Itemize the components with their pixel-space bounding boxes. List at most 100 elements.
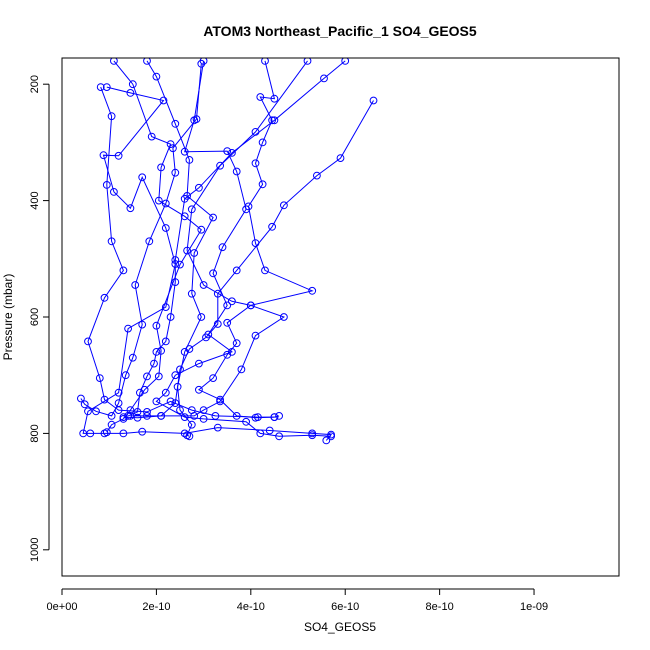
data-point	[322, 436, 331, 445]
data-point	[197, 225, 206, 234]
data-point	[185, 345, 194, 353]
data-point	[171, 278, 180, 287]
series-1-line	[82, 86, 333, 441]
data-point	[80, 400, 89, 409]
series-3	[102, 58, 206, 437]
data-point	[209, 213, 218, 222]
data-point	[308, 431, 317, 440]
y-tick-label: 800	[29, 424, 41, 442]
series-4	[143, 58, 218, 441]
data-point	[223, 147, 232, 156]
data-point	[261, 58, 269, 65]
data-point	[270, 116, 279, 125]
data-point	[213, 423, 222, 432]
data-point	[199, 406, 208, 415]
data-point	[280, 313, 288, 321]
data-point	[161, 337, 170, 346]
data-point	[216, 161, 225, 170]
data-point	[232, 339, 241, 348]
data-point	[228, 149, 236, 157]
data-point	[327, 432, 336, 441]
data-point	[251, 331, 260, 340]
data-point	[180, 413, 189, 422]
series-9-line	[130, 60, 308, 417]
data-point	[320, 74, 328, 83]
data-point	[126, 204, 135, 213]
data-point	[128, 80, 137, 89]
data-point	[171, 399, 180, 408]
data-point	[187, 205, 196, 214]
data-point	[187, 289, 196, 298]
data-point	[96, 83, 105, 91]
x-axis-label: SO4_GEOS5	[304, 620, 376, 634]
data-point	[199, 281, 208, 289]
x-tick-label: 2e-10	[142, 601, 170, 613]
data-point	[110, 58, 118, 65]
data-point	[265, 426, 274, 435]
data-point	[242, 417, 251, 426]
data-point	[107, 420, 116, 429]
data-point	[213, 289, 222, 298]
data-point	[100, 395, 109, 404]
data-point	[258, 180, 267, 189]
data-point	[336, 154, 345, 163]
series-1	[79, 83, 336, 445]
data-point	[190, 249, 199, 257]
data-point	[223, 350, 232, 359]
series-2-line	[87, 86, 280, 418]
series-5	[152, 58, 336, 441]
data-point	[251, 128, 260, 136]
data-point	[246, 301, 255, 310]
data-point	[119, 266, 128, 275]
y-axis: 200 400 600 800 1000	[29, 75, 50, 562]
data-point	[143, 372, 151, 381]
data-point	[183, 246, 192, 255]
data-point	[86, 429, 95, 438]
y-tick-label: 1000	[29, 538, 41, 562]
data-point	[209, 374, 218, 383]
data-point	[131, 281, 140, 289]
data-point	[147, 132, 156, 141]
data-point	[126, 412, 135, 420]
data-point	[280, 201, 288, 210]
y-tick-label: 600	[29, 308, 41, 326]
data-point	[143, 412, 151, 420]
y-axis-label: Pressure (mbar)	[1, 274, 15, 361]
data-point	[95, 374, 104, 383]
series-5-line	[155, 60, 332, 437]
data-point	[197, 313, 206, 321]
data-point	[237, 365, 246, 374]
data-point	[166, 397, 175, 406]
data-point	[369, 96, 378, 105]
data-point	[195, 385, 203, 394]
data-point	[77, 394, 85, 403]
data-point	[223, 318, 232, 327]
series-10	[77, 59, 206, 420]
series-8	[119, 96, 378, 422]
data-point	[102, 181, 111, 189]
data-point	[100, 293, 109, 302]
x-tick-label: 0e+00	[47, 601, 78, 613]
data-point	[119, 429, 128, 438]
data-point	[166, 313, 175, 321]
data-point	[251, 159, 260, 168]
data-point	[275, 432, 284, 441]
data-point	[223, 301, 232, 310]
data-point	[180, 147, 189, 156]
data-point	[228, 297, 236, 306]
data-point	[218, 243, 227, 252]
data-point	[128, 353, 137, 362]
data-point	[256, 429, 265, 438]
data-point	[143, 408, 151, 416]
data-point	[209, 269, 218, 278]
data-point	[199, 415, 208, 423]
plot-data-layer	[77, 58, 378, 445]
plot-frame	[61, 57, 620, 577]
data-point	[341, 58, 350, 65]
data-point	[169, 144, 177, 153]
data-point	[171, 168, 180, 177]
x-tick-label: 8e-10	[426, 601, 454, 613]
series-10-line	[80, 63, 202, 417]
data-point	[166, 140, 175, 149]
